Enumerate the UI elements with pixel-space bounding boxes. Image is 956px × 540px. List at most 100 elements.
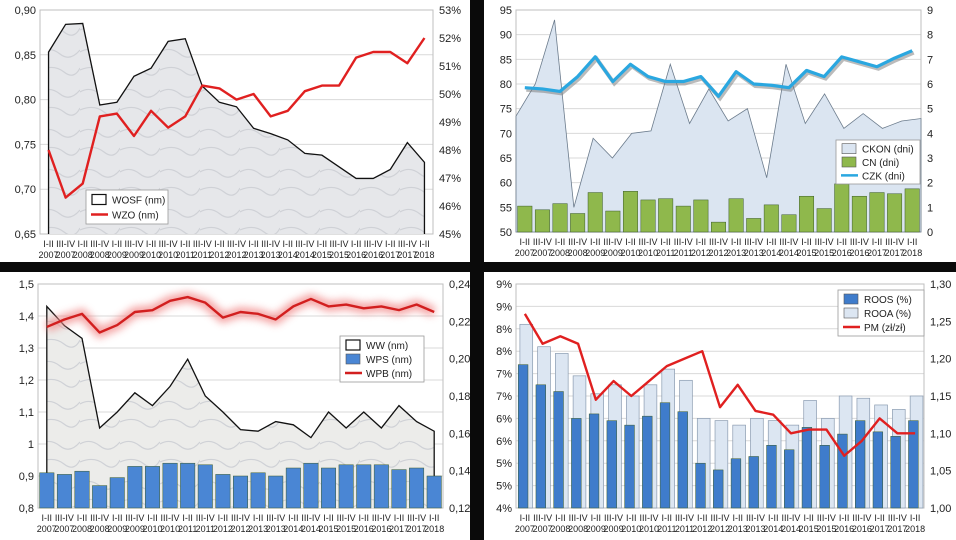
x-tick-label: III-IV 2017 (887, 513, 907, 534)
bar-roos (855, 420, 866, 509)
line-czk (524, 49, 913, 98)
y-left-tick-label: 6% (496, 413, 512, 425)
x-tick-label: I-II 2009 (107, 239, 127, 260)
bar-roos (890, 436, 901, 509)
x-tick-label: III-IV 2009 (124, 239, 144, 260)
x-tick-label: III-IV 2007 (54, 513, 74, 534)
bar-roos (748, 456, 759, 509)
y-right-tick-label: 50% (439, 89, 461, 101)
y-right-tick-label: 2 (927, 178, 933, 190)
bar-wps (250, 472, 266, 509)
x-tick-label: I-II 2014 (283, 513, 303, 534)
x-tick-label: III-IV 2008 (568, 237, 588, 258)
x-tick-label: I-II 2014 (761, 237, 781, 258)
y-right-tick-label: 6 (927, 79, 933, 91)
bar-wps (39, 472, 55, 509)
y-right-tick-label: 1,15 (930, 391, 951, 403)
bar-wps (303, 462, 319, 509)
y-left-tick-label: 80 (500, 79, 512, 91)
legend-label: CN (dni) (862, 158, 899, 169)
bar-wps (162, 462, 178, 509)
x-tick-label: III-IV 2017 (397, 239, 417, 260)
bar-roos (535, 384, 546, 509)
bar-cn (570, 213, 586, 233)
x-tick-label: I-II 2008 (72, 513, 92, 534)
x-tick-label: I-II 2012 (209, 239, 229, 260)
legend-swatch-box (843, 307, 859, 319)
y-left-tick-label: 0,70 (15, 184, 36, 196)
x-tick-label: I-II 2013 (726, 237, 746, 258)
y-left-tick-label: 1,2 (19, 375, 34, 387)
area-wosf (48, 23, 425, 234)
x-tick-label: I-II 2007 (39, 239, 59, 260)
x-tick-label: I-II 2007 (515, 237, 535, 258)
legend-label: CZK (dni) (862, 171, 905, 182)
y-left-tick-label: 90 (500, 30, 512, 42)
y-left-tick-label: 75 (500, 104, 512, 116)
x-tick-label: I-II 2010 (621, 513, 641, 534)
bar-wps (74, 470, 90, 509)
x-tick-label: III-IV 2017 (885, 237, 905, 258)
bar-cn (693, 199, 709, 233)
legend-label: ROOA (%) (864, 309, 911, 320)
x-tick-label: I-II 2012 (213, 513, 233, 534)
y-left-tick-label: 0,9 (19, 471, 34, 483)
x-tick-label: I-II 2014 (763, 513, 783, 534)
x-tick-label: III-IV 2014 (301, 513, 321, 534)
y-left-tick-label: 60 (500, 178, 512, 190)
x-tick-label: III-IV 2009 (125, 513, 145, 534)
x-tick-label: III-IV 2011 (675, 513, 694, 534)
bar-wps (356, 464, 372, 509)
y-left-tick-label: 0,75 (15, 139, 36, 151)
y-right-tick-label: 49% (439, 117, 461, 129)
chart-ckon-cn-czk: 50 55 60 65 70 75 80 85 90 95 0 1 2 3 4 5 6 7 8 9 I-II 2007 II… (484, 0, 956, 262)
y-left-tick-label: 9% (496, 279, 512, 291)
legend-swatch-box (843, 293, 859, 305)
bar-wps (127, 466, 143, 509)
y-right-tick-label: 0,12 (449, 503, 470, 515)
x-tick-label: III-IV 2016 (363, 239, 383, 260)
y-right-tick-label: 48% (439, 145, 461, 157)
y-left-tick-label: 85 (500, 54, 512, 66)
x-tick-label: I-II 2009 (586, 513, 606, 534)
x-tick-label: I-II 2016 (346, 239, 366, 260)
x-tick-label: III-IV 2017 (407, 513, 427, 534)
line-pm (523, 313, 916, 457)
y-right-tick-label: 4 (927, 128, 933, 140)
y-right-tick-label: 47% (439, 173, 461, 185)
x-tick-label: III-IV 2010 (160, 513, 180, 534)
legend-label: WZO (nm) (112, 211, 159, 222)
bar-roos (588, 413, 600, 509)
x-tick-label: I-II 2015 (797, 237, 817, 258)
x-tick-label: III-IV 2011 (674, 237, 693, 258)
bar-wps (409, 467, 425, 509)
legend: ROOS (%) ROOA (%) PM (zł/zł) (837, 289, 925, 337)
bar-wps (373, 464, 389, 509)
x-tick-label: III-IV 2012 (710, 513, 730, 534)
chart-ww-wps-wpb: 0,8 0,9 1 1,1 1,2 1,3 1,4 1,5 0,12 0,14 0,16 0,18 0,… (0, 272, 470, 540)
y-right-tick-label: 8 (927, 30, 933, 42)
y-right-tick-label: 0,24 (449, 279, 470, 291)
y-right-tick-label: 0,14 (449, 466, 470, 478)
line-wpb (46, 295, 435, 334)
x-tick-label: I-II 2017 (389, 513, 409, 534)
x-tick-label: I-II 2016 (354, 513, 374, 534)
bar-cn (640, 199, 656, 233)
y-left-tick-label: 6% (496, 436, 512, 448)
bar-roos (908, 420, 919, 509)
y-right-tick-label: 1,05 (930, 466, 951, 478)
bar-roos (819, 445, 830, 509)
bar-roos (713, 469, 724, 509)
y-left-tick-label: 9% (496, 301, 512, 313)
bar-wps (338, 464, 354, 509)
y-left-tick-label: 8% (496, 346, 512, 358)
x-tick-label: I-II 2013 (244, 239, 264, 260)
chart-ww-wps-wpb-svg: 0,8 0,9 1 1,1 1,2 1,3 1,4 1,5 0,12 0,14 0,16 0,18 0,… (19, 279, 470, 534)
legend-swatch-box (345, 353, 361, 365)
x-tick-label: III-IV 2016 (371, 513, 391, 534)
x-tick-label: III-IV 2016 (849, 237, 869, 258)
x-tick-label: I-II 2007 (37, 513, 57, 534)
bar-roos (606, 420, 617, 509)
x-tick-label: I-II 2018 (424, 513, 444, 534)
